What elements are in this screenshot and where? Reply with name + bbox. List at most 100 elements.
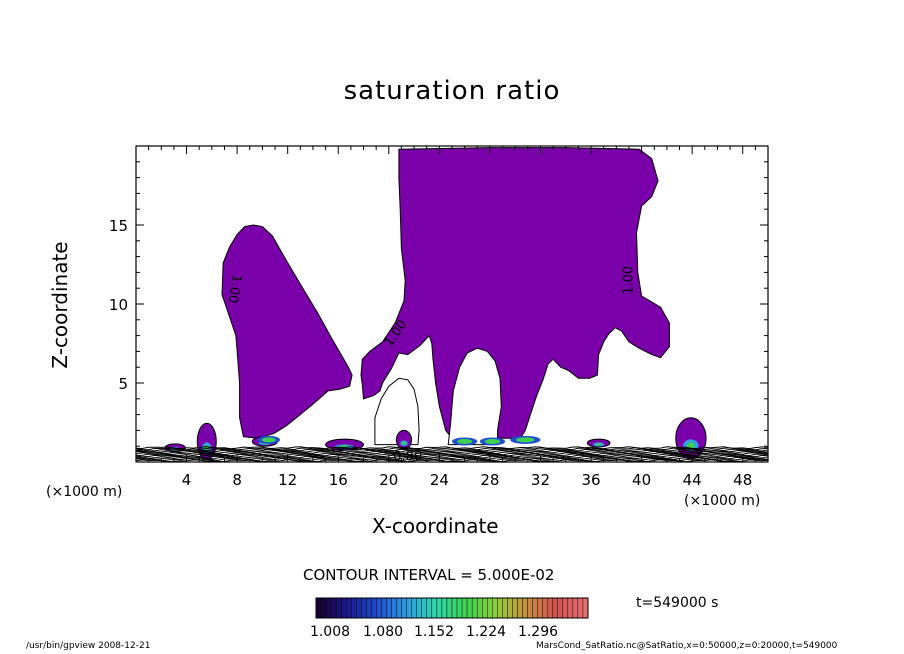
colorbar-band — [557, 597, 564, 619]
x-tick-label: 40 — [632, 471, 651, 489]
contour-line-5 — [136, 453, 768, 457]
x-tick-label: 32 — [531, 471, 550, 489]
colorbar-band — [346, 597, 352, 619]
colorbar-band — [542, 597, 548, 619]
y-tick-label: 15 — [109, 217, 128, 235]
colorbar-tick-label: 1.224 — [466, 624, 506, 640]
contour-line-3 — [136, 455, 768, 459]
colorbar-band — [406, 597, 412, 619]
contour-line-9 — [136, 448, 768, 452]
region-plume-left — [221, 224, 353, 439]
colorbar-band — [351, 597, 357, 619]
x-axis-label: X-coordinate — [372, 514, 499, 538]
colorbar-band — [381, 597, 387, 619]
chart-title: saturation ratio — [343, 76, 561, 106]
x-tick-label: 28 — [480, 471, 499, 489]
contour-line-7 — [136, 450, 768, 455]
colorbar-tick-label: 1.152 — [414, 624, 454, 640]
x-tick-label: 12 — [278, 471, 297, 489]
colorbar-band — [416, 597, 422, 619]
colorbar-band — [446, 597, 453, 619]
colorbar-band — [325, 597, 332, 619]
cell-3 — [395, 429, 413, 450]
colorbar-band — [572, 597, 579, 619]
colorbar-band — [386, 597, 392, 619]
contour-line-6 — [136, 451, 768, 456]
x-tick-label: 16 — [329, 471, 348, 489]
colorbar-band — [320, 597, 327, 619]
colorbar-band — [552, 597, 558, 619]
x-tick-label: 4 — [182, 471, 192, 489]
x-tick-label: 24 — [430, 471, 449, 489]
contour-label: 1.00 — [622, 266, 637, 295]
cavity-mid — [447, 347, 502, 446]
cavity-left — [374, 377, 420, 446]
contour-interval-label: CONTOUR INTERVAL = 5.000E-02 — [303, 566, 555, 584]
x-tick-label: 8 — [232, 471, 242, 489]
colorbar-band — [461, 597, 468, 619]
colorbar-band — [497, 597, 503, 619]
colorbar-band — [562, 597, 569, 619]
contour-label: 0.80 — [393, 449, 422, 464]
x-tick-label: 20 — [379, 471, 398, 489]
cell-core-inner-3 — [402, 441, 406, 445]
colorbar-band — [431, 597, 438, 619]
x-tick-label: 48 — [733, 471, 752, 489]
colorbar-band — [547, 597, 553, 619]
contour-label: 1.00 — [224, 273, 244, 304]
base-core-inner-1 — [457, 438, 473, 444]
colorbar-band — [426, 597, 433, 619]
colorbar-band — [466, 597, 473, 619]
base-core-inner-3 — [516, 437, 535, 443]
x-tick-label: 44 — [683, 471, 702, 489]
footer-right: MarsCond_SatRatio.nc@SatRatio,x=0:50000,… — [536, 641, 838, 651]
colorbar-band — [330, 597, 337, 619]
colorbar-tick-label: 1.080 — [363, 624, 403, 640]
colorbar-band — [582, 597, 589, 619]
colorbar-band — [532, 597, 538, 619]
colorbar-band — [502, 597, 508, 619]
colorbar-frame — [315, 597, 589, 619]
region-plume-right — [360, 147, 670, 439]
colorbar-band — [411, 597, 417, 619]
colorbar-tick-label: 1.296 — [518, 624, 558, 640]
base-core-inner-2 — [484, 438, 501, 444]
base-core-inner-0 — [261, 437, 276, 443]
colorbar-band — [487, 597, 493, 619]
colorbar-band — [522, 597, 528, 619]
colorbar-band — [507, 597, 513, 619]
colorbar-band — [396, 597, 402, 619]
x-unit-label-left: (×1000 m) — [46, 484, 123, 500]
contour-line-11 — [136, 446, 768, 450]
x-unit-label-right: (×1000 m) — [684, 493, 761, 509]
colorbar-band — [335, 597, 342, 619]
x-tick-label: 36 — [581, 471, 600, 489]
y-tick-label: 5 — [118, 375, 128, 393]
colorbar-band — [456, 597, 463, 619]
colorbar-band — [517, 597, 523, 619]
colorbar-band — [401, 597, 407, 619]
colorbar-band — [451, 597, 458, 619]
colorbar-band — [361, 597, 367, 619]
colorbar-band — [471, 597, 478, 619]
colorbar-band — [537, 597, 543, 619]
cell-core-inner-6 — [687, 442, 695, 449]
colorbar-band — [482, 597, 488, 619]
colorbar-band — [512, 597, 518, 619]
time-label: t=549000 s — [636, 595, 719, 611]
colorbar-band — [356, 597, 362, 619]
footer-left: /usr/bin/gpview 2008-12-21 — [26, 641, 151, 651]
colorbar-band — [371, 597, 377, 619]
colorbar-band — [492, 597, 498, 619]
colorbar-band — [577, 597, 584, 619]
cell-core-inner-5 — [595, 443, 602, 446]
colorbar-band — [340, 597, 347, 619]
colorbar-band — [476, 597, 483, 619]
colorbar-band — [527, 597, 533, 619]
colorbar-band — [366, 597, 372, 619]
colorbar-band — [436, 597, 443, 619]
colorbar-tick-label: 1.008 — [310, 624, 350, 640]
colorbar-band — [315, 597, 322, 619]
y-tick-label: 10 — [109, 296, 128, 314]
